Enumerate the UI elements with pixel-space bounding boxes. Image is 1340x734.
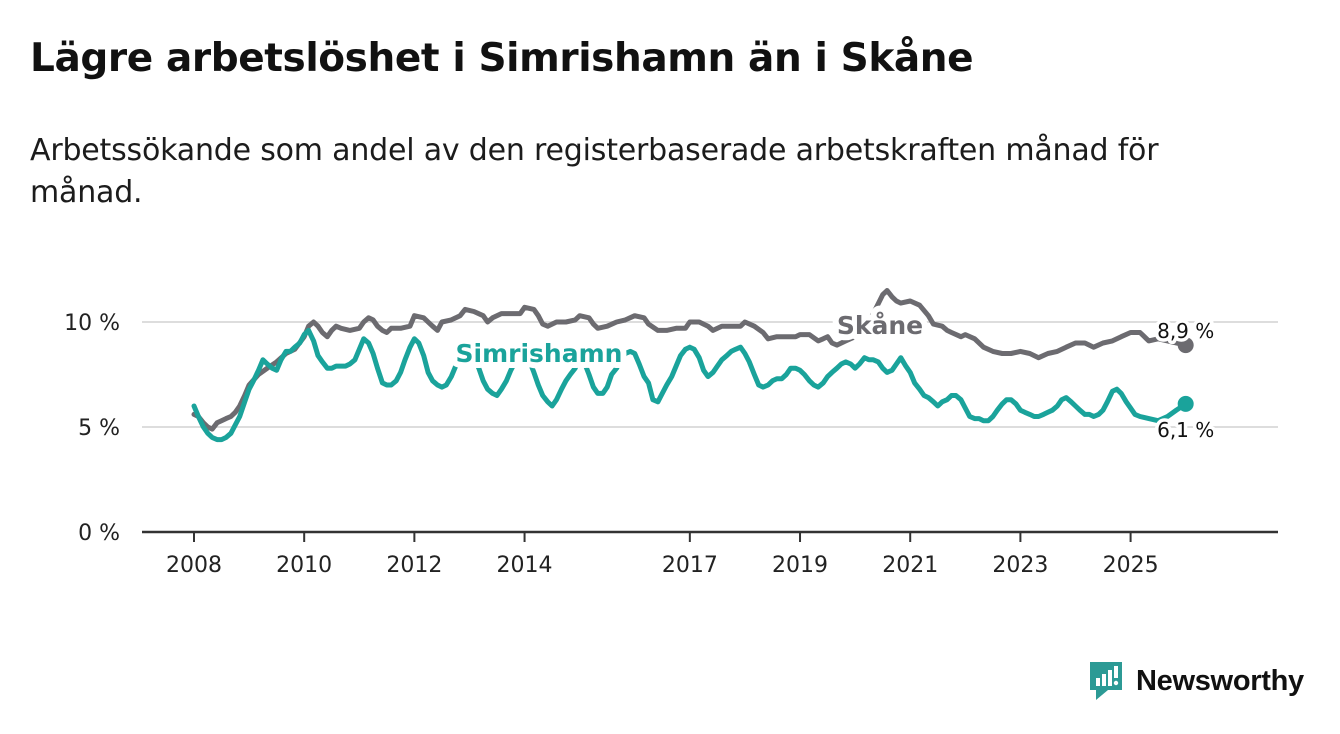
y-tick-label: 0 % bbox=[78, 521, 120, 546]
y-tick-label: 10 % bbox=[64, 311, 120, 336]
x-tick-label: 2017 bbox=[662, 553, 718, 578]
x-tick-label: 2008 bbox=[166, 553, 222, 578]
series-line-skane bbox=[191, 288, 1189, 432]
end-label-skane-halo: 8,9 % bbox=[1157, 319, 1214, 343]
x-tick-label: 2019 bbox=[772, 553, 828, 578]
x-axis: 2008 2010 2012 2014 2017 2019 2021 2023 2025 bbox=[142, 530, 1278, 578]
series-lines bbox=[191, 288, 1189, 443]
x-tick-label: 2021 bbox=[882, 553, 938, 578]
end-point-simrishamn bbox=[1177, 395, 1194, 412]
end-point-skane bbox=[1177, 337, 1194, 354]
series-label-skane-halo: Skåne bbox=[837, 311, 923, 340]
end-label-simrishamn: 6,1 % bbox=[1157, 418, 1214, 442]
brand-name: Newsworthy bbox=[1136, 664, 1304, 697]
newsworthy-logo-icon bbox=[1090, 662, 1122, 700]
end-label-simrishamn-halo: 6,1 % bbox=[1157, 418, 1214, 442]
chart-subtitle: Arbetssökande som andel av den registerb… bbox=[30, 133, 1159, 210]
brand-logo: Newsworthy bbox=[1088, 660, 1304, 702]
series-label-simrishamn-halo: Simrishamn bbox=[456, 339, 623, 368]
series-label-skane: Skåne bbox=[837, 311, 923, 340]
chart-title: Lägre arbetslöshet i Simrishamn än i Skå… bbox=[30, 36, 974, 81]
series-line-simrishamn bbox=[191, 327, 1189, 443]
x-tick-label: 2014 bbox=[497, 553, 553, 578]
x-tick-label: 2025 bbox=[1103, 553, 1159, 578]
x-tick-label: 2023 bbox=[992, 553, 1048, 578]
x-tick-label: 2010 bbox=[276, 553, 332, 578]
gridlines: 0 % 5 % 10 % bbox=[64, 311, 1278, 546]
x-tick-label: 2012 bbox=[386, 553, 442, 578]
y-tick-label: 5 % bbox=[78, 416, 120, 441]
end-label-skane: 8,9 % bbox=[1157, 319, 1214, 343]
series-label-simrishamn: Simrishamn bbox=[456, 339, 623, 368]
